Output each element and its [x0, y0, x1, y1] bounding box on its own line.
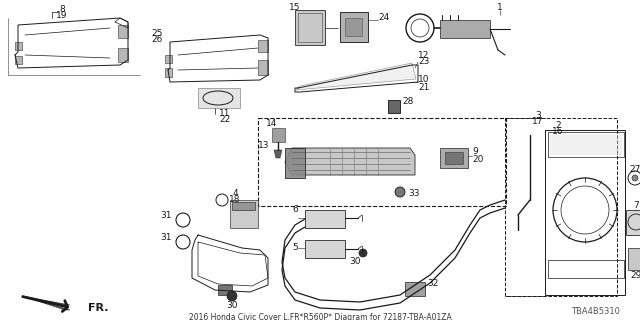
Circle shape	[227, 291, 237, 301]
Circle shape	[359, 249, 367, 257]
Text: 32: 32	[427, 279, 438, 289]
Polygon shape	[305, 210, 345, 228]
Text: 8: 8	[59, 4, 65, 13]
Text: 2: 2	[555, 122, 561, 131]
Text: 28: 28	[402, 98, 413, 107]
Polygon shape	[22, 296, 70, 305]
Text: 26: 26	[152, 36, 163, 44]
Text: 10: 10	[418, 76, 429, 84]
Polygon shape	[258, 40, 268, 52]
Polygon shape	[405, 282, 425, 296]
Text: 20: 20	[472, 155, 483, 164]
Bar	[258, 118, 506, 206]
Polygon shape	[388, 100, 400, 113]
Polygon shape	[118, 25, 128, 38]
Polygon shape	[198, 88, 240, 108]
Polygon shape	[295, 10, 325, 45]
Text: 30: 30	[227, 301, 237, 310]
Text: 19: 19	[56, 11, 68, 20]
Text: 11: 11	[220, 109, 231, 118]
Text: 2016 Honda Civic Cover L,FR*R560P* Diagram for 72187-TBA-A01ZA: 2016 Honda Civic Cover L,FR*R560P* Diagr…	[189, 314, 451, 320]
Text: 27: 27	[629, 164, 640, 173]
Text: 21: 21	[418, 83, 429, 92]
Polygon shape	[218, 285, 232, 295]
Polygon shape	[305, 240, 345, 258]
Circle shape	[632, 175, 638, 181]
Text: 12: 12	[418, 51, 429, 60]
Text: 9: 9	[472, 148, 477, 156]
Text: 30: 30	[349, 258, 361, 267]
Text: 23: 23	[418, 58, 429, 67]
Text: 17: 17	[532, 116, 544, 125]
Polygon shape	[285, 148, 305, 178]
Text: 4: 4	[232, 188, 238, 197]
Polygon shape	[118, 48, 128, 62]
Polygon shape	[296, 63, 416, 90]
Text: 16: 16	[552, 127, 564, 137]
Bar	[545, 130, 625, 295]
Text: 22: 22	[220, 116, 230, 124]
Polygon shape	[274, 150, 282, 158]
Text: 24: 24	[378, 13, 389, 22]
Text: FR.: FR.	[88, 303, 109, 313]
Polygon shape	[340, 12, 368, 42]
Polygon shape	[445, 152, 463, 164]
Circle shape	[395, 187, 405, 197]
Polygon shape	[626, 210, 640, 235]
Polygon shape	[440, 20, 490, 38]
Bar	[548, 132, 624, 157]
Polygon shape	[232, 202, 255, 210]
Text: 14: 14	[266, 119, 278, 129]
Text: 29: 29	[630, 270, 640, 279]
Polygon shape	[258, 60, 268, 75]
Polygon shape	[285, 148, 415, 175]
Text: 31: 31	[161, 234, 172, 243]
Text: 18: 18	[229, 196, 241, 204]
Polygon shape	[230, 200, 258, 228]
Polygon shape	[272, 128, 285, 142]
Polygon shape	[550, 134, 622, 155]
Text: 33: 33	[408, 188, 419, 197]
Text: 15: 15	[289, 3, 301, 12]
Text: 1: 1	[497, 3, 503, 12]
Text: 13: 13	[258, 140, 269, 149]
Text: 6: 6	[292, 205, 298, 214]
Text: 25: 25	[152, 28, 163, 37]
Text: 5: 5	[292, 244, 298, 252]
Text: 3: 3	[535, 110, 541, 119]
Polygon shape	[15, 56, 22, 64]
Bar	[505, 118, 617, 296]
Polygon shape	[628, 248, 640, 270]
Polygon shape	[22, 296, 70, 310]
Text: 7: 7	[633, 202, 639, 211]
Polygon shape	[165, 68, 172, 77]
Bar	[548, 260, 624, 278]
Polygon shape	[345, 18, 362, 36]
Text: TBA4B5310: TBA4B5310	[571, 308, 620, 316]
Polygon shape	[440, 148, 468, 168]
Polygon shape	[15, 42, 22, 50]
Text: 31: 31	[161, 211, 172, 220]
Polygon shape	[165, 55, 172, 63]
